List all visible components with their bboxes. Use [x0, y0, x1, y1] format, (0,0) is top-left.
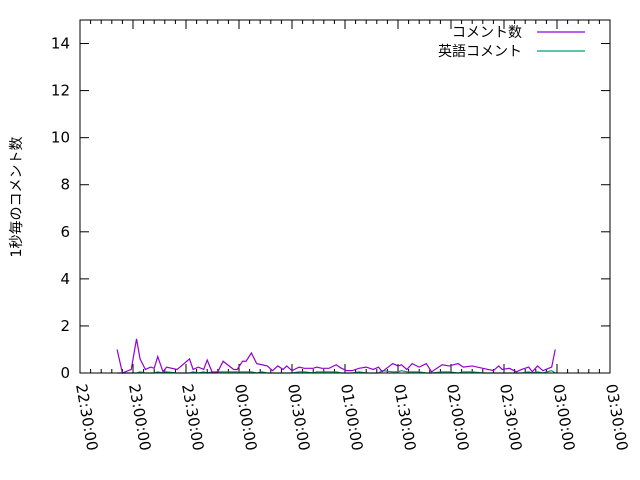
- y-axis-label: 1秒毎のコメント数: [9, 137, 25, 258]
- legend-label-english: 英語コメント: [438, 43, 522, 60]
- y-tick-label: 6: [60, 223, 70, 241]
- series-line-0: [116, 338, 556, 374]
- legend: コメント数 英語コメント: [438, 25, 585, 60]
- y-tick-label: 10: [51, 129, 70, 147]
- plot-border: [79, 19, 611, 374]
- y-tick-label: 0: [60, 364, 70, 382]
- legend-label-comments: コメント数: [452, 25, 522, 41]
- y-tick-label: 2: [60, 317, 70, 335]
- y-tick-label: 14: [51, 35, 70, 53]
- y-tick-label: 8: [60, 176, 70, 194]
- y-tick-label: 12: [51, 82, 70, 100]
- y-tick-label: 4: [60, 270, 70, 288]
